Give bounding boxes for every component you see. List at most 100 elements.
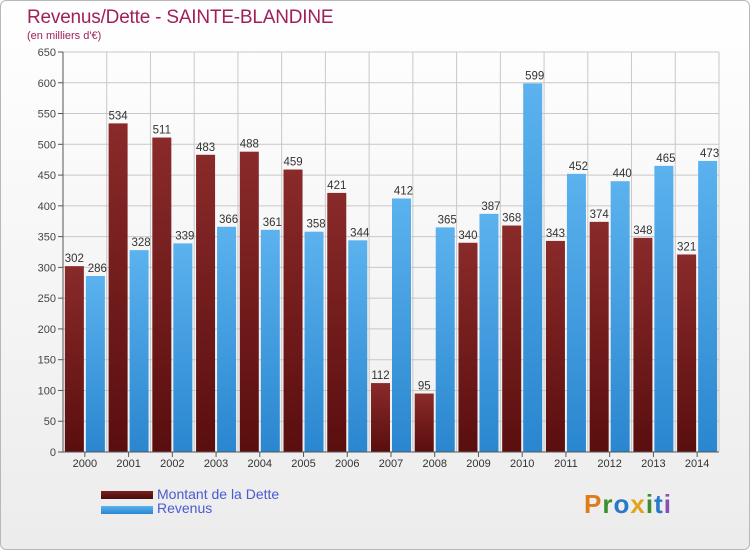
- data-label-dette: 368: [502, 213, 521, 225]
- logo-letter: t: [654, 489, 664, 519]
- data-label-revenus: 358: [306, 219, 325, 231]
- x-tick-label: 2013: [641, 458, 665, 470]
- data-label-dette: 348: [633, 225, 652, 237]
- bar-dette: [64, 266, 84, 452]
- bar-revenus: [566, 173, 586, 452]
- data-label-dette: 95: [418, 381, 431, 393]
- bar-dette: [677, 254, 697, 452]
- bar-revenus: [260, 229, 280, 452]
- y-tick-label: 0: [50, 447, 56, 459]
- data-label-dette: 421: [327, 180, 346, 192]
- bar-dette: [239, 151, 259, 452]
- y-tick-label: 450: [38, 170, 56, 182]
- data-label-revenus: 286: [88, 263, 107, 275]
- x-tick-label: 2003: [204, 458, 228, 470]
- logo-letter: i: [663, 489, 672, 519]
- data-label-dette: 321: [677, 241, 696, 253]
- x-tick-label: 2012: [597, 458, 621, 470]
- x-tick-label: 2008: [422, 458, 446, 470]
- bar-dette: [589, 221, 609, 452]
- x-tick-label: 2005: [291, 458, 315, 470]
- bar-revenus: [348, 240, 368, 452]
- data-label-dette: 459: [283, 157, 302, 169]
- bar-dette: [633, 237, 653, 452]
- bar-dette: [458, 242, 478, 452]
- bar-dette: [414, 393, 434, 452]
- data-label-revenus: 452: [569, 161, 588, 173]
- legend-dette-swatch: [101, 491, 153, 499]
- data-label-revenus: 599: [525, 70, 544, 82]
- bar-dette: [283, 169, 303, 453]
- y-tick-label: 600: [38, 78, 56, 90]
- data-label-revenus: 412: [394, 185, 413, 197]
- bar-revenus: [85, 276, 105, 452]
- bar-revenus: [654, 165, 674, 452]
- logo-letter: i: [645, 489, 655, 519]
- y-tick-label: 50: [44, 416, 56, 428]
- data-label-dette: 302: [65, 253, 84, 265]
- bar-revenus: [392, 198, 411, 452]
- y-tick-label: 200: [38, 324, 56, 336]
- x-tick-label: 2011: [554, 458, 578, 470]
- data-label-dette: 340: [458, 230, 477, 242]
- chart-title: Revenus/Dette - SAINTE-BLANDINE: [27, 7, 334, 28]
- x-tick-label: 2006: [335, 458, 359, 470]
- bar-revenus: [217, 226, 237, 452]
- data-label-revenus: 465: [656, 153, 675, 165]
- data-label-dette: 374: [590, 209, 610, 221]
- y-tick-label: 250: [38, 293, 56, 305]
- x-tick-label: 2014: [685, 458, 709, 470]
- data-label-revenus: 339: [175, 230, 194, 242]
- data-label-dette: 534: [109, 110, 129, 122]
- legend-revenus-swatch: [101, 506, 153, 514]
- bar-dette: [196, 154, 216, 452]
- logo-letter: r: [602, 489, 614, 519]
- data-label-revenus: 366: [219, 214, 238, 226]
- logo-letter: x: [630, 489, 646, 519]
- bar-dette: [327, 192, 347, 452]
- x-tick-label: 2007: [379, 458, 403, 470]
- logo-letter: P: [584, 489, 603, 519]
- bar-dette: [371, 383, 390, 452]
- proxiti-logo: Proxiti: [584, 489, 672, 520]
- logo-letter: o: [613, 489, 631, 519]
- y-tick-label: 550: [38, 109, 56, 121]
- data-label-revenus: 440: [613, 168, 632, 180]
- data-label-revenus: 361: [263, 217, 282, 229]
- bar-dette: [502, 225, 522, 452]
- x-tick-label: 2000: [73, 458, 97, 470]
- bar-revenus: [304, 231, 324, 452]
- bar-dette: [545, 240, 565, 452]
- y-tick-label: 350: [38, 232, 56, 244]
- bar-revenus: [523, 83, 543, 452]
- data-label-dette: 343: [546, 228, 565, 240]
- data-label-dette: 488: [240, 139, 259, 151]
- y-tick-label: 100: [38, 385, 56, 397]
- bar-revenus: [479, 213, 499, 452]
- legend-dette-label: Montant de la Dette: [157, 486, 280, 502]
- bar-dette: [108, 123, 128, 452]
- x-tick-label: 2009: [466, 458, 490, 470]
- bar-revenus: [698, 160, 718, 452]
- data-label-dette: 112: [371, 370, 389, 382]
- bar-revenus: [173, 243, 193, 452]
- data-label-revenus: 344: [350, 227, 370, 239]
- bar-revenus: [435, 227, 455, 452]
- data-label-revenus: 387: [481, 201, 500, 213]
- x-tick-label: 2004: [248, 458, 272, 470]
- data-label-revenus: 328: [132, 237, 151, 249]
- y-tick-label: 150: [38, 355, 56, 367]
- chart-unit-label: (en milliers d'€): [27, 30, 102, 42]
- data-label-revenus: 365: [438, 214, 457, 226]
- x-tick-label: 2001: [116, 458, 140, 470]
- data-label-dette: 483: [196, 142, 215, 154]
- legend-revenus-label: Revenus: [157, 500, 213, 516]
- bar-revenus: [129, 250, 149, 452]
- y-tick-label: 650: [38, 47, 56, 59]
- data-label-revenus: 473: [700, 148, 719, 160]
- bar-revenus: [610, 181, 630, 452]
- y-tick-label: 400: [38, 201, 56, 213]
- y-tick-label: 300: [38, 262, 56, 274]
- bar-chart: 302 286 534 328 511 339 483 366 488 361 459 358 421 3…: [38, 47, 720, 470]
